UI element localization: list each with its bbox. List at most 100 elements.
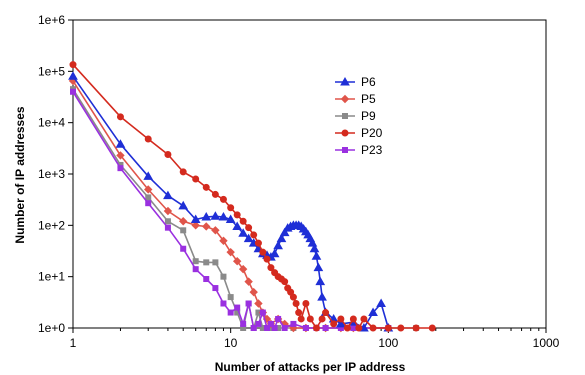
legend-marker — [340, 76, 350, 86]
data-point — [163, 206, 173, 216]
data-point — [232, 221, 243, 230]
data-point — [311, 251, 322, 260]
data-point — [117, 165, 124, 172]
data-point — [238, 264, 248, 274]
data-point — [250, 231, 258, 239]
x-tick-label: 1000 — [533, 336, 560, 350]
data-point — [290, 320, 297, 327]
x-tick-label: 1 — [70, 336, 77, 350]
series-p20 — [69, 61, 436, 332]
data-point — [254, 239, 262, 247]
data-point — [144, 185, 153, 194]
legend-marker — [340, 94, 350, 104]
data-point — [368, 307, 378, 317]
legend-marker — [341, 129, 349, 137]
data-point — [211, 226, 220, 235]
data-point — [306, 315, 314, 323]
data-point — [192, 266, 199, 273]
data-point — [343, 324, 351, 332]
data-point — [275, 315, 282, 322]
data-point — [302, 325, 309, 331]
data-point — [202, 183, 210, 191]
data-point — [254, 299, 263, 308]
data-point — [211, 190, 219, 198]
data-point — [337, 315, 345, 323]
data-point — [116, 113, 124, 121]
y-axis-label: Number of IP addresses — [13, 106, 27, 243]
data-point — [115, 139, 126, 148]
data-point — [68, 71, 78, 80]
x-tick-label: 100 — [378, 336, 398, 350]
legend-label: P20 — [361, 126, 383, 140]
y-tick-label: 1e+5 — [38, 64, 65, 78]
data-point — [210, 211, 221, 220]
legend-label: P9 — [361, 109, 376, 123]
data-point — [279, 227, 290, 237]
data-point — [397, 324, 405, 332]
data-point — [164, 150, 172, 158]
legend-label: P5 — [361, 92, 376, 106]
data-point — [190, 214, 201, 223]
data-point — [302, 300, 310, 308]
data-point — [350, 325, 357, 331]
data-point — [220, 300, 227, 307]
legend-item-p20: P20 — [335, 126, 383, 140]
data-point — [144, 135, 152, 143]
data-point — [312, 324, 320, 332]
data-point — [178, 200, 189, 210]
data-point — [255, 320, 262, 327]
data-point — [259, 309, 266, 316]
data-point — [143, 171, 154, 180]
data-point — [313, 262, 324, 272]
y-tick-label: 1e+2 — [38, 218, 65, 232]
data-point — [212, 259, 219, 266]
data-point — [250, 325, 257, 331]
legend-item-p6: P6 — [335, 75, 376, 89]
data-point — [163, 190, 173, 200]
data-point — [322, 325, 329, 331]
data-point — [289, 293, 297, 301]
data-point — [369, 324, 377, 332]
y-tick-label: 1e+6 — [38, 13, 65, 27]
y-tick-label: 1e+1 — [38, 270, 65, 284]
data-point — [315, 276, 326, 286]
data-point — [70, 88, 76, 95]
data-point — [259, 248, 267, 256]
y-tick-label: 1e+0 — [38, 321, 65, 335]
data-point — [336, 318, 346, 328]
data-point — [233, 211, 241, 219]
data-point — [69, 61, 77, 69]
data-point — [232, 257, 242, 266]
data-point — [164, 218, 171, 225]
data-point — [192, 175, 200, 183]
data-point — [227, 204, 235, 212]
data-point — [227, 309, 234, 316]
data-point — [220, 273, 227, 280]
data-point — [273, 240, 283, 250]
data-point — [145, 194, 152, 201]
series-p6 — [68, 71, 394, 332]
data-point — [292, 300, 300, 308]
data-point — [276, 233, 287, 243]
legend-label: P6 — [361, 75, 376, 89]
data-point — [267, 264, 275, 272]
data-point — [218, 212, 229, 221]
data-point — [202, 222, 211, 231]
series-line-p9 — [72, 88, 417, 329]
x-tick-label: 10 — [224, 336, 238, 350]
x-axis-label: Number of attacks per IP address — [215, 360, 406, 374]
series-p9 — [70, 86, 420, 331]
data-point — [428, 324, 436, 332]
data-point — [269, 248, 280, 258]
data-point — [412, 324, 420, 332]
data-point — [238, 228, 249, 237]
data-point — [164, 224, 171, 231]
data-point — [271, 325, 278, 331]
data-point — [239, 217, 247, 225]
data-point — [203, 276, 210, 283]
data-point — [330, 320, 338, 328]
legend-marker — [342, 147, 348, 153]
legend-item-p9: P9 — [335, 109, 376, 123]
legend: P6 P5 P9 P20 P23 — [335, 75, 383, 157]
data-point — [349, 315, 357, 323]
